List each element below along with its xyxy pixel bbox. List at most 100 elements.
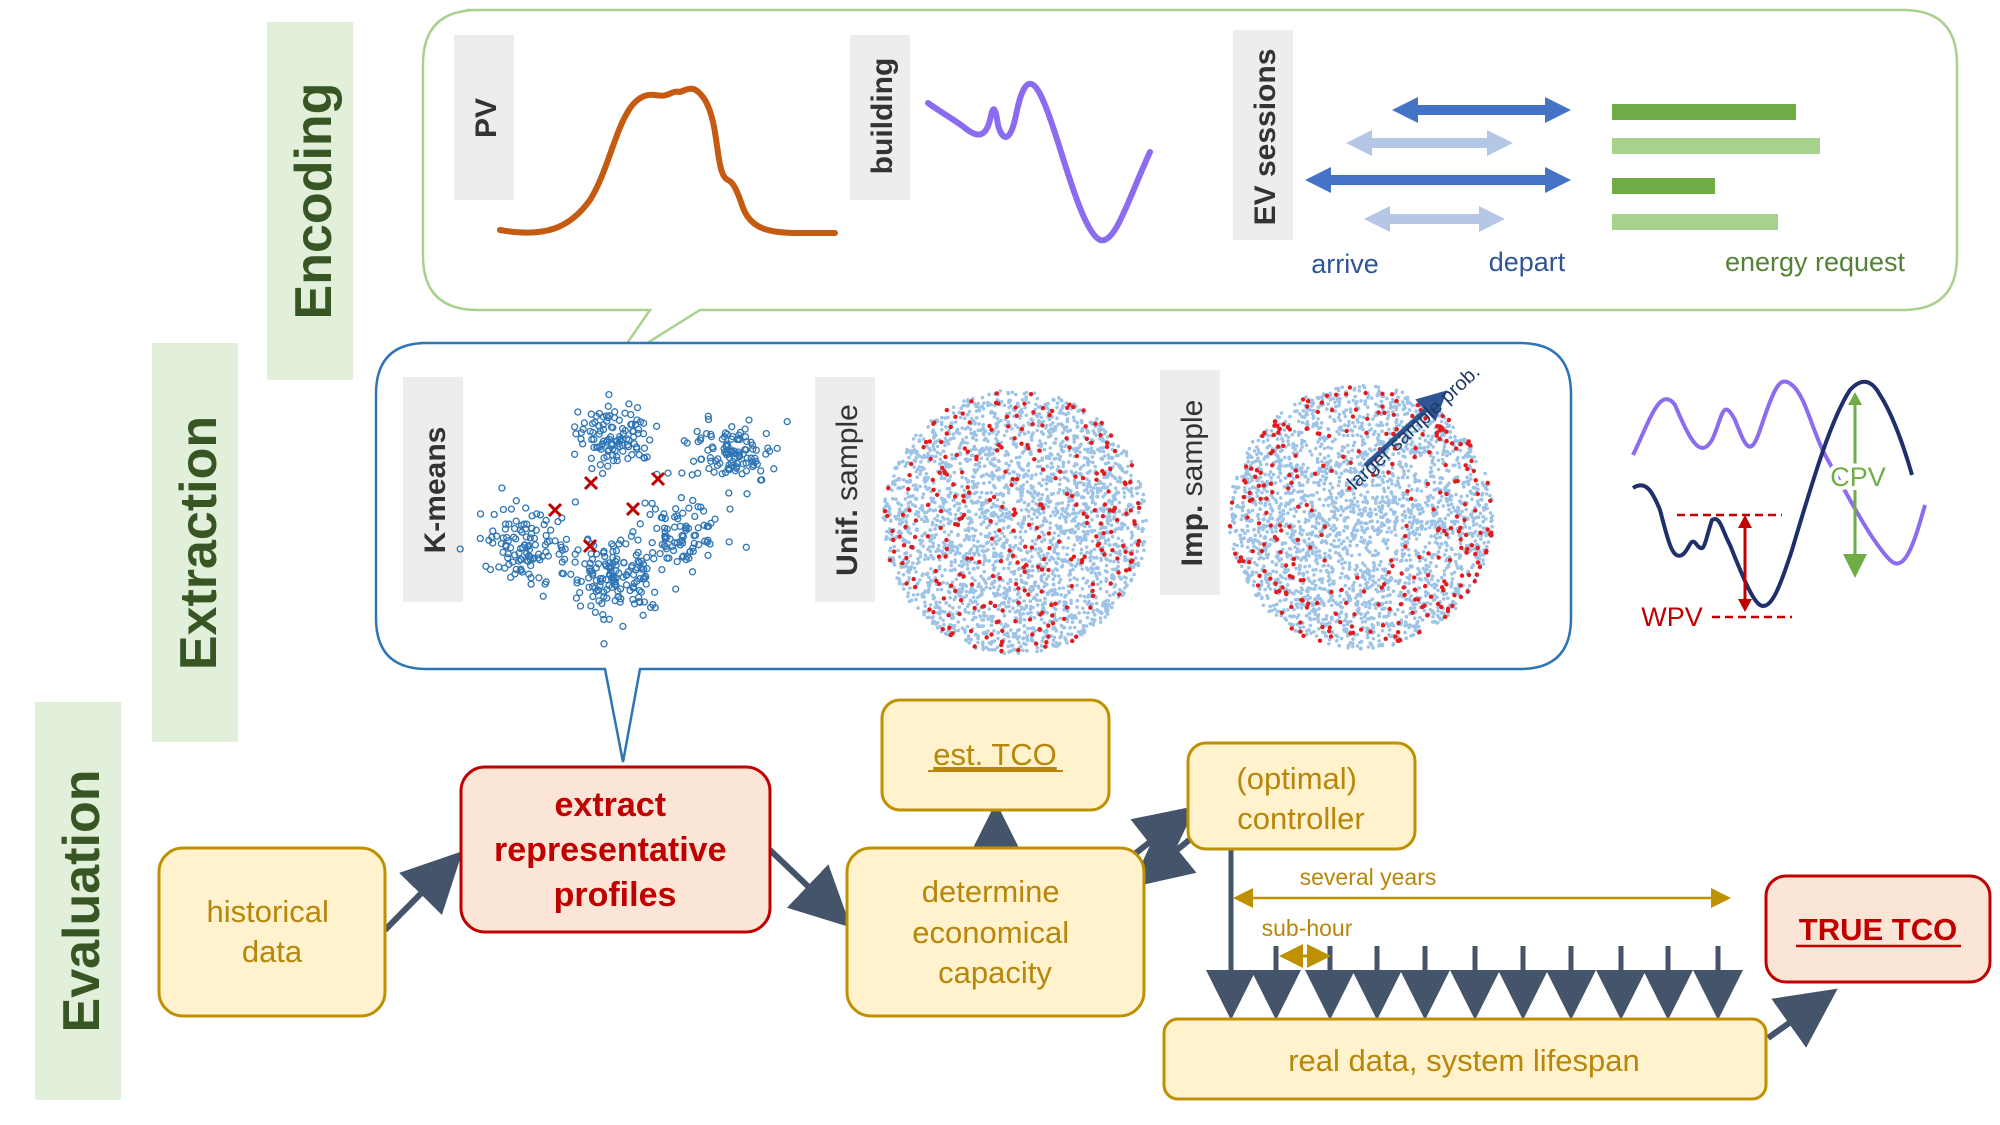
sample-point	[1447, 507, 1451, 512]
selected-sample-point	[1029, 545, 1035, 550]
sample-point	[1067, 496, 1071, 500]
sample-point	[1336, 559, 1341, 563]
sample-point	[1090, 617, 1094, 622]
kmeans-point	[567, 570, 575, 578]
sample-point	[1096, 538, 1100, 543]
sample-point	[1049, 479, 1054, 483]
sample-point	[1274, 613, 1279, 617]
sample-point	[958, 451, 962, 455]
sample-point	[1071, 507, 1076, 512]
selected-sample-point	[948, 583, 954, 588]
selected-sample-point	[1101, 471, 1107, 476]
kmeans-point	[544, 552, 552, 560]
sample-point	[1003, 515, 1007, 519]
sample-point	[1044, 630, 1049, 634]
sample-point	[1089, 570, 1093, 575]
sample-point	[1245, 451, 1249, 455]
sample-point	[1436, 550, 1441, 554]
sample-point	[1008, 512, 1013, 517]
sample-point	[1053, 567, 1058, 571]
sample-point	[1250, 440, 1255, 444]
sample-point	[1030, 517, 1034, 521]
sample-point	[1049, 461, 1054, 466]
kmeans-point	[725, 465, 734, 474]
sample-point	[986, 516, 990, 521]
sample-point	[1240, 544, 1244, 548]
sample-point	[1066, 536, 1071, 540]
sample-point	[1020, 525, 1024, 530]
sample-point	[1055, 405, 1059, 410]
sample-point	[985, 457, 990, 461]
sample-point	[982, 514, 986, 519]
sample-point	[972, 491, 977, 496]
selected-sample-point	[938, 525, 943, 531]
sample-point	[1065, 546, 1070, 550]
sample-point	[956, 508, 960, 512]
sample-point	[1300, 420, 1305, 425]
sample-point	[987, 607, 992, 611]
sample-point	[1301, 573, 1306, 577]
sample-point	[1368, 535, 1372, 539]
sample-point	[1003, 596, 1008, 600]
sample-point	[941, 449, 946, 454]
sample-point	[1058, 454, 1062, 459]
sample-point	[949, 563, 954, 568]
sample-point	[976, 401, 980, 406]
selected-sample-point	[1004, 414, 1010, 419]
kmeans-point	[710, 468, 718, 476]
kmeans-point	[656, 549, 664, 558]
sample-point	[1430, 503, 1434, 508]
sample-point	[1125, 584, 1129, 588]
sample-point	[1061, 411, 1065, 416]
kmeans-point	[485, 536, 493, 544]
kmeans-point	[622, 581, 631, 589]
sample-point	[1345, 525, 1350, 530]
sample-point	[940, 427, 944, 432]
sample-point	[1263, 587, 1267, 592]
sample-point	[962, 399, 966, 403]
sample-point	[979, 490, 984, 495]
sample-point	[1432, 598, 1436, 602]
sample-point	[1017, 634, 1021, 639]
selected-sample-point	[1121, 543, 1126, 549]
kmeans-point	[628, 451, 636, 459]
sample-point	[1239, 537, 1243, 541]
sample-point	[1259, 583, 1264, 587]
kmeans-point	[612, 452, 621, 461]
sample-point	[1068, 625, 1072, 630]
sample-point	[1050, 427, 1054, 431]
sample-point	[1009, 643, 1013, 648]
sample-point	[905, 513, 910, 518]
sample-point	[1377, 611, 1382, 616]
selected-sample-point	[1070, 638, 1075, 644]
sample-point	[1380, 495, 1385, 500]
sample-point	[960, 426, 964, 430]
sample-point	[995, 416, 1000, 421]
sample-point	[1026, 469, 1031, 473]
sample-point	[1294, 550, 1299, 554]
sample-point	[1085, 507, 1090, 512]
sample-point	[990, 619, 994, 623]
sample-point	[1026, 430, 1031, 435]
kmeans-point	[700, 521, 708, 529]
kmeans-centroids	[547, 471, 666, 554]
sample-point	[930, 555, 934, 559]
selected-sample-point	[1116, 570, 1121, 575]
sample-point	[965, 604, 970, 608]
sample-point	[1028, 599, 1033, 603]
sample-point	[1082, 610, 1087, 615]
sample-point	[1471, 563, 1475, 567]
selected-sample-point	[907, 473, 912, 478]
sample-point	[1100, 611, 1104, 615]
sample-point	[1478, 511, 1483, 516]
sample-point	[986, 617, 990, 621]
sample-point	[935, 518, 940, 523]
sample-point	[1029, 435, 1034, 439]
pv-profile: PV	[454, 35, 838, 236]
sample-point	[1092, 556, 1096, 560]
sample-point	[979, 504, 984, 508]
sample-point	[1057, 501, 1061, 506]
sample-point	[1301, 625, 1306, 629]
kmeans-point	[512, 535, 520, 543]
sample-point	[1076, 558, 1081, 562]
